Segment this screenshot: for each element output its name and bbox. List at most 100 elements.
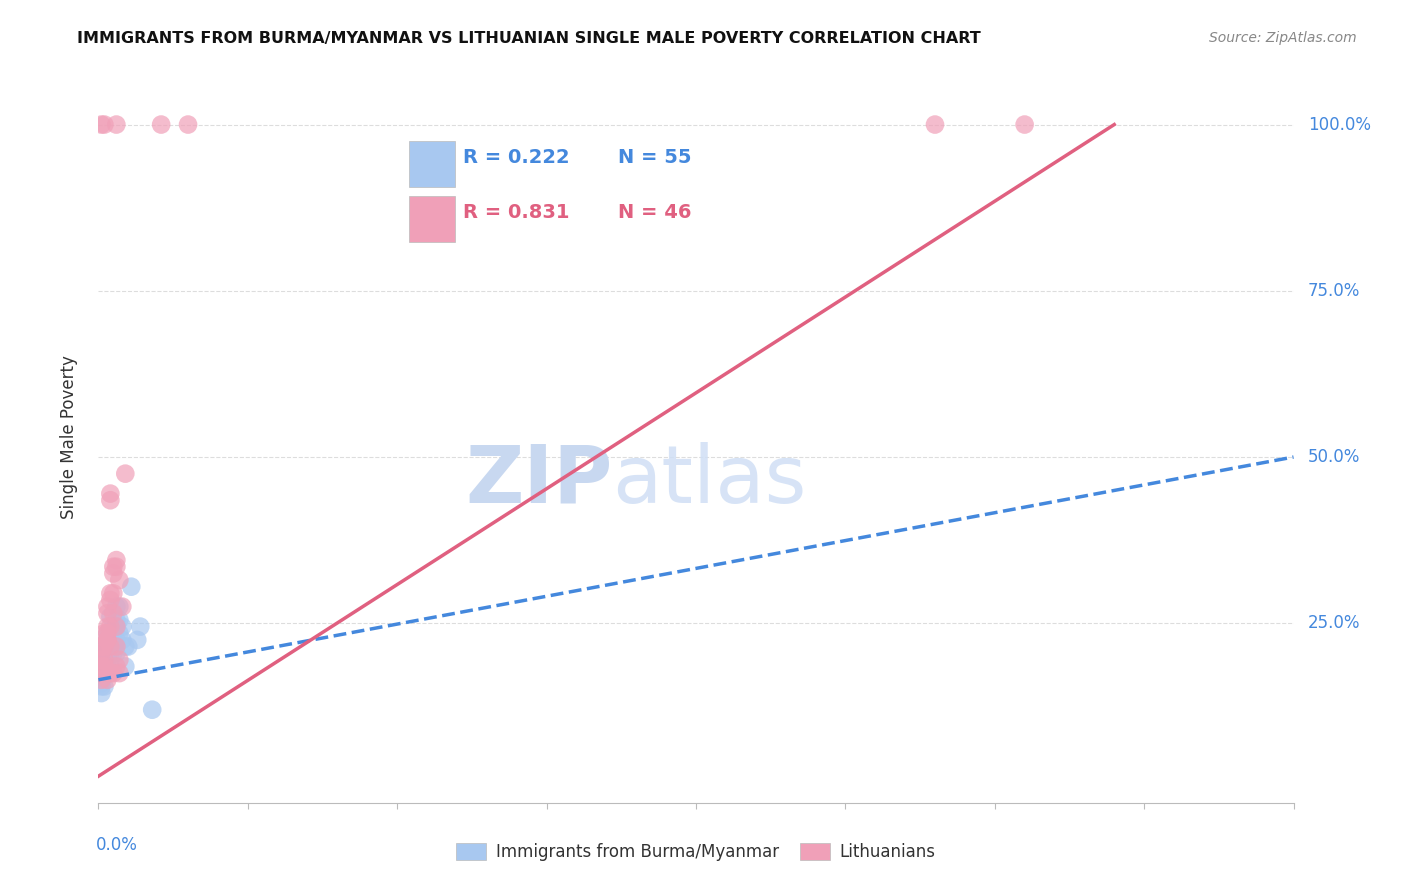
Point	[98, 640, 122, 654]
Text: Source: ZipAtlas.com: Source: ZipAtlas.com	[1209, 31, 1357, 45]
Point	[108, 613, 131, 627]
Point	[103, 607, 125, 621]
Point	[120, 580, 142, 594]
Point	[98, 609, 122, 624]
Point	[90, 659, 112, 673]
Point	[90, 673, 112, 687]
Point	[105, 619, 128, 633]
Point	[96, 626, 118, 640]
Point	[90, 676, 112, 690]
Point	[90, 673, 112, 687]
Text: ZIP: ZIP	[465, 442, 613, 520]
Point	[96, 619, 118, 633]
Text: 100.0%: 100.0%	[1308, 116, 1371, 134]
Point	[96, 607, 118, 621]
Point	[93, 659, 115, 673]
Point	[96, 636, 118, 650]
Point	[96, 640, 118, 654]
Point	[103, 623, 125, 637]
Point	[93, 680, 115, 694]
Text: 50.0%: 50.0%	[1308, 448, 1360, 466]
Point	[108, 653, 131, 667]
Point	[108, 666, 131, 681]
Point	[103, 640, 125, 654]
Point	[90, 680, 112, 694]
Point	[150, 118, 173, 132]
Point	[96, 632, 118, 647]
Point	[98, 636, 122, 650]
Text: 0.0%: 0.0%	[96, 836, 138, 854]
Point	[103, 646, 125, 660]
Point	[103, 632, 125, 647]
Point	[90, 118, 112, 132]
Point	[93, 626, 115, 640]
Point	[98, 643, 122, 657]
Y-axis label: Single Male Poverty: Single Male Poverty	[59, 355, 77, 519]
Bar	[409, 141, 454, 187]
Point	[105, 640, 128, 654]
Point	[93, 640, 115, 654]
Point	[1014, 118, 1036, 132]
Point	[93, 643, 115, 657]
Point	[127, 632, 149, 647]
Point	[103, 666, 125, 681]
Point	[90, 656, 112, 670]
Point	[117, 640, 139, 654]
Point	[105, 559, 128, 574]
Point	[98, 632, 122, 647]
Point	[105, 646, 128, 660]
Point	[105, 599, 128, 614]
Point	[93, 666, 115, 681]
Text: N = 46: N = 46	[619, 203, 692, 222]
Point	[141, 703, 163, 717]
Point	[96, 599, 118, 614]
Point	[111, 632, 134, 647]
Point	[114, 640, 136, 654]
Point	[96, 632, 118, 647]
Point	[96, 653, 118, 667]
Point	[90, 653, 112, 667]
Text: N = 55: N = 55	[619, 148, 692, 167]
Text: 25.0%: 25.0%	[1308, 615, 1361, 632]
Legend: Immigrants from Burma/Myanmar, Lithuanians: Immigrants from Burma/Myanmar, Lithuania…	[450, 836, 942, 868]
Point	[114, 659, 136, 673]
Point	[96, 632, 118, 647]
Point	[90, 666, 112, 681]
Point	[98, 632, 122, 647]
Point	[111, 599, 134, 614]
Point	[114, 467, 136, 481]
Point	[93, 656, 115, 670]
Point	[90, 646, 112, 660]
Point	[93, 640, 115, 654]
Point	[108, 626, 131, 640]
Point	[93, 649, 115, 664]
Point	[96, 626, 118, 640]
Point	[98, 486, 122, 500]
Point	[93, 653, 115, 667]
Point	[90, 666, 112, 681]
Point	[96, 663, 118, 677]
Point	[90, 686, 112, 700]
Point	[103, 626, 125, 640]
Point	[98, 593, 122, 607]
Point	[105, 659, 128, 673]
Point	[103, 586, 125, 600]
Text: atlas: atlas	[613, 442, 807, 520]
Point	[98, 659, 122, 673]
Text: R = 0.222: R = 0.222	[463, 148, 569, 167]
Point	[96, 649, 118, 664]
Point	[93, 118, 115, 132]
Bar	[409, 195, 454, 243]
Point	[103, 640, 125, 654]
Point	[93, 653, 115, 667]
Point	[177, 118, 200, 132]
Point	[105, 632, 128, 647]
Point	[105, 118, 128, 132]
Point	[108, 573, 131, 587]
Point	[96, 673, 118, 687]
Point	[105, 613, 128, 627]
Point	[105, 553, 128, 567]
Point	[98, 493, 122, 508]
Point	[98, 666, 122, 681]
Text: IMMIGRANTS FROM BURMA/MYANMAR VS LITHUANIAN SINGLE MALE POVERTY CORRELATION CHAR: IMMIGRANTS FROM BURMA/MYANMAR VS LITHUAN…	[77, 31, 981, 46]
